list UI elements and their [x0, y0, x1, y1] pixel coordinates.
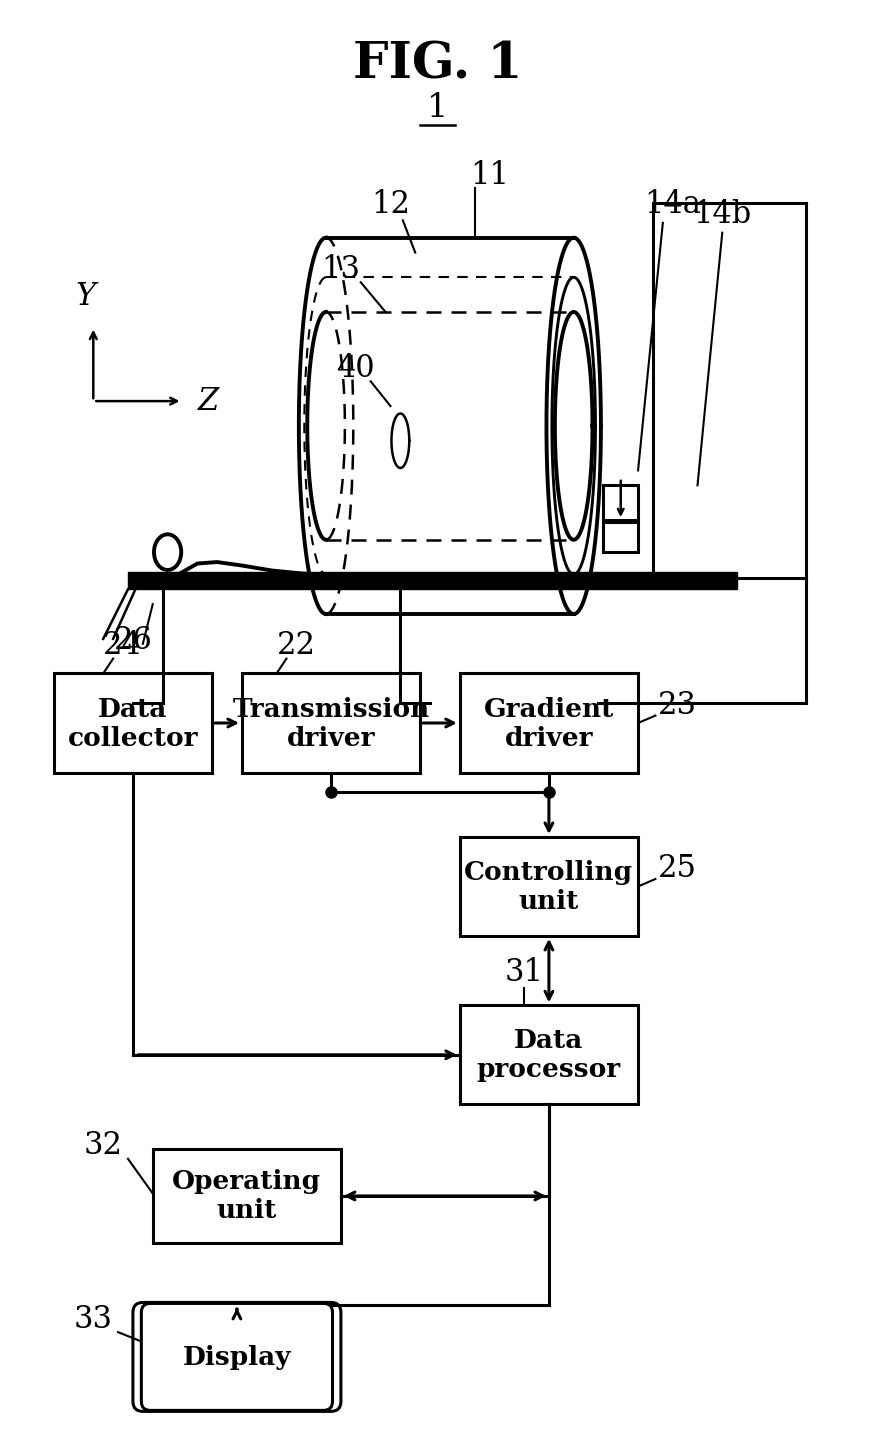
Bar: [603, 485, 638, 520]
Bar: [53, 673, 212, 773]
Text: Z: Z: [198, 387, 218, 417]
Bar: [460, 837, 638, 937]
Bar: [460, 1005, 638, 1105]
Text: 23: 23: [657, 689, 697, 720]
Text: 33: 33: [74, 1303, 113, 1334]
Text: 40: 40: [336, 353, 375, 384]
Text: 14a: 14a: [644, 190, 701, 220]
Text: 22: 22: [276, 630, 316, 660]
Text: Operating
unit: Operating unit: [172, 1169, 322, 1224]
Text: 12: 12: [371, 190, 410, 220]
Bar: [153, 1150, 341, 1242]
Text: 31: 31: [504, 957, 544, 988]
Text: 25: 25: [657, 853, 697, 883]
Text: 14b: 14b: [693, 200, 751, 230]
FancyBboxPatch shape: [142, 1303, 332, 1410]
Text: 1: 1: [427, 93, 447, 125]
Text: 13: 13: [322, 253, 360, 285]
Text: Data
collector: Data collector: [67, 696, 198, 750]
Text: 32: 32: [84, 1129, 123, 1161]
Text: Gradient
driver: Gradient driver: [483, 696, 614, 750]
Text: 24: 24: [103, 630, 142, 660]
Bar: [242, 673, 420, 773]
Text: Y: Y: [76, 281, 96, 313]
Text: 11: 11: [469, 159, 509, 191]
Text: Transmission
driver: Transmission driver: [232, 696, 429, 750]
FancyBboxPatch shape: [133, 1303, 341, 1412]
Text: Display: Display: [183, 1344, 291, 1370]
Text: FIG. 1: FIG. 1: [352, 41, 522, 90]
Text: 26: 26: [114, 626, 152, 656]
Text: Data
processor: Data processor: [476, 1028, 621, 1082]
Bar: [603, 523, 638, 553]
Bar: [460, 673, 638, 773]
Text: Controlling
unit: Controlling unit: [464, 860, 633, 914]
